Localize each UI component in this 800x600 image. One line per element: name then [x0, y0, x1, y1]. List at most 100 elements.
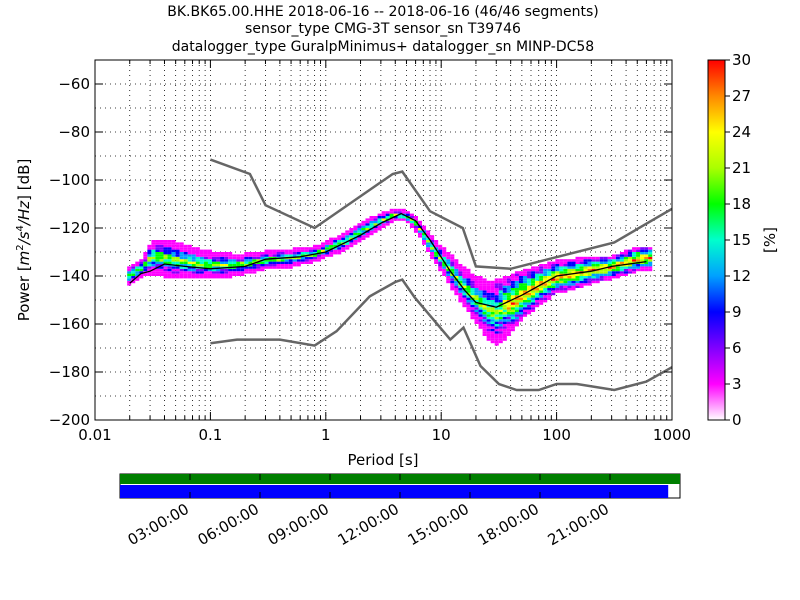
heatmap-cell: [543, 297, 548, 300]
heatmap-cell: [167, 244, 172, 248]
heatmap-cell: [547, 273, 552, 276]
heatmap-cell: [252, 252, 257, 255]
heatmap-cell: [615, 276, 620, 279]
heatmap-cell: [611, 259, 616, 262]
heatmap-cell: [321, 242, 326, 245]
heatmap-cell: [579, 264, 584, 267]
y-tick-label: −100: [49, 171, 90, 189]
heatmap-cell: [506, 280, 511, 284]
heatmap-cell: [171, 271, 176, 274]
heatmap-cell: [268, 254, 273, 257]
heatmap-cell: [300, 252, 305, 255]
heatmap-cell: [175, 256, 180, 260]
heatmap-cell: [304, 252, 309, 255]
heatmap-cell: [567, 285, 572, 288]
heatmap-cell: [256, 266, 261, 269]
heatmap-cell: [510, 304, 515, 308]
heatmap-cell: [494, 331, 499, 334]
new-low-noise-model-line: [210, 278, 672, 392]
heatmap-cell: [470, 300, 475, 303]
heatmap-cell: [603, 271, 608, 274]
heatmap-cell: [337, 237, 342, 240]
heatmap-cell: [337, 247, 342, 250]
heatmap-cell: [518, 297, 523, 300]
heatmap-cell: [187, 271, 192, 274]
heatmap-cell: [385, 213, 390, 216]
heatmap-cell: [514, 278, 519, 281]
heatmap-cell: [547, 285, 552, 288]
heatmap-cell: [409, 223, 414, 226]
heatmap-cell: [494, 302, 499, 305]
heatmap-cell: [490, 295, 495, 298]
heatmap-cell: [522, 309, 528, 312]
heatmap-cell: [543, 288, 548, 291]
heatmap-cell: [199, 254, 204, 257]
heatmap-cell: [462, 292, 467, 296]
heatmap-cell: [506, 302, 511, 305]
heatmap-cell: [454, 264, 459, 267]
heatmap-cell: [567, 288, 572, 291]
heatmap-cell: [430, 240, 435, 243]
heatmap-cell: [284, 259, 289, 262]
heatmap-cell: [167, 254, 172, 257]
heatmap-cell: [385, 223, 390, 226]
heatmap-cell: [284, 264, 289, 267]
heatmap-cell: [482, 324, 487, 327]
heatmap-cell: [187, 247, 192, 250]
timeline-tick-label: 18:00:00: [475, 500, 542, 549]
heatmap-cell: [276, 259, 281, 262]
heatmap-cell: [244, 264, 249, 267]
heatmap-cell: [518, 309, 523, 312]
heatmap-cell: [288, 249, 293, 252]
heatmap-cell: [510, 278, 515, 281]
heatmap-cell: [220, 276, 225, 279]
heatmap-cell: [559, 264, 564, 267]
heatmap-cell: [470, 280, 475, 284]
heatmap-cell: [514, 307, 519, 310]
heatmap-cell: [478, 326, 483, 329]
heatmap-cell: [426, 230, 431, 233]
heatmap-cell: [551, 273, 556, 276]
heatmap-cell: [325, 244, 330, 248]
heatmap-cell: [244, 256, 249, 260]
heatmap-cell: [171, 273, 176, 276]
heatmap-cell: [147, 252, 152, 255]
heatmap-cell: [304, 256, 309, 260]
heatmap-cell: [446, 271, 451, 274]
heatmap-cell: [502, 283, 507, 286]
heatmap-cell: [203, 268, 208, 272]
heatmap-cell: [304, 249, 309, 252]
colorbar-gradient: [707, 59, 726, 421]
heatmap-cell: [615, 271, 620, 274]
heatmap-cell: [454, 283, 459, 286]
heatmap-cell: [187, 261, 192, 264]
heatmap-cell: [567, 264, 572, 267]
heatmap-cell: [510, 273, 515, 276]
heatmap-cell: [183, 256, 188, 260]
heatmap-cell: [228, 276, 233, 279]
heatmap-cell: [494, 319, 499, 322]
heatmap-cell: [510, 290, 515, 293]
heatmap-cell: [611, 264, 616, 267]
heatmap-cell: [482, 331, 487, 334]
heatmap-cell: [361, 223, 366, 226]
heatmap-cell: [490, 316, 495, 320]
heatmap-cell: [587, 268, 592, 272]
heatmap-cell: [486, 285, 491, 288]
heatmap-cell: [502, 333, 507, 336]
heatmap-cell: [365, 228, 370, 231]
heatmap-cell: [494, 316, 499, 320]
heatmap-cell: [531, 268, 536, 272]
heatmap-cell: [518, 316, 523, 320]
heatmap-cell: [539, 285, 544, 288]
heatmap-cell: [321, 249, 326, 252]
heatmap-cell: [628, 271, 633, 274]
x-tick-label: 1: [321, 426, 331, 444]
heatmap-cell: [179, 271, 184, 274]
heatmap-cell: [583, 276, 588, 279]
heatmap-cell: [211, 259, 217, 262]
heatmap-cell: [183, 264, 188, 267]
heatmap-cell: [377, 225, 382, 228]
heatmap-cell: [619, 273, 624, 276]
heatmap-cell: [482, 314, 487, 317]
